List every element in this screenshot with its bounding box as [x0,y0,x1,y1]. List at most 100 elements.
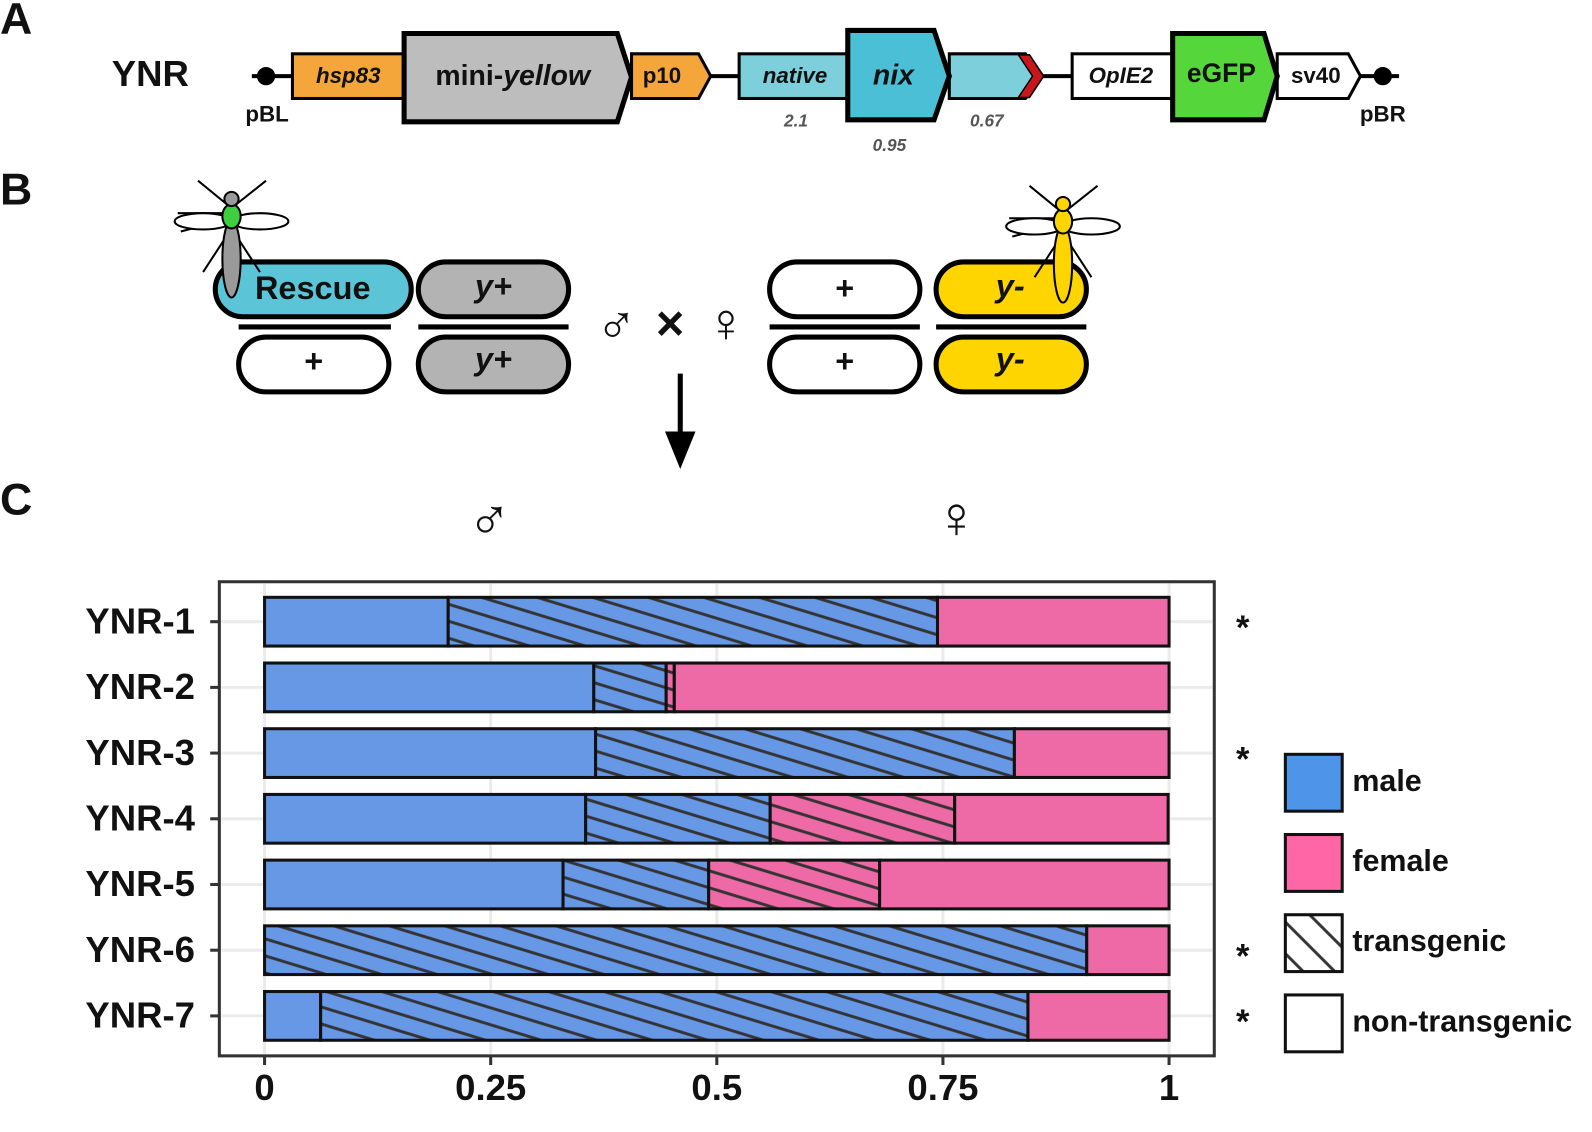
bar-segment [319,990,1030,1042]
legend-label: female [1352,844,1448,878]
allele-label: y+ [473,341,512,377]
bar-segment [446,595,940,648]
bar-segment [263,858,565,911]
annotation: * [1236,1003,1250,1041]
element [1070,52,1176,101]
allele-label: y+ [473,268,512,304]
element-label: hsp83 [316,63,381,88]
construct: YNR pBL pBR hsp83 mini-yellow p10 native… [112,27,1406,155]
allele-label: y- [994,341,1025,377]
allele-label: + [835,343,854,379]
end-label: pBR [1360,102,1406,127]
bar-segment [263,595,450,648]
chromosome [236,334,392,395]
legend-swatch [1283,833,1344,893]
bar-segment [953,792,1170,845]
annotation: * [1236,937,1250,975]
length-label: 2.1 [783,110,808,130]
chromosome [767,259,923,320]
element-label-part: yellow [501,60,592,92]
legend-swatch [1283,993,1344,1054]
arrow-head [665,431,696,470]
y-tick-label: YNR-4 [85,797,195,838]
element [1016,54,1045,99]
annotation: * [1236,609,1250,647]
y-tick-label: YNR-1 [85,600,195,641]
y-tick-label: YNR-6 [85,929,195,970]
bar-segment [1085,924,1171,977]
element-label: eGFP [1187,58,1256,88]
legend-swatch [1283,752,1344,813]
bar-segment [592,661,668,714]
legend-label: non-transgenic [1352,1004,1572,1038]
cross: Rescue y+ + y+ + y- + y- ♂ × ♀ [173,179,1121,470]
y-tick-label: YNR-7 [85,995,195,1036]
legend-swatch [1283,913,1344,974]
x-tick-label: 0.25 [455,1067,526,1108]
y-tick-label: YNR-3 [85,732,195,773]
panel-label: A [0,0,32,44]
column-header: ♂ [467,485,511,550]
allele-label: Rescue [255,270,371,306]
y-tick-label: YNR-5 [85,863,195,904]
chromosome [933,259,1089,320]
element [845,27,952,123]
bar-segment [707,858,882,911]
bar-segment [263,990,323,1042]
element-label: sv40 [1291,63,1341,88]
panel-label: B [0,166,32,215]
x-tick-label: 1 [1159,1067,1179,1108]
element-label: p10 [643,63,681,88]
element-label: nix [873,60,915,92]
chromosome [212,259,414,320]
end-label: pBL [245,102,288,127]
element-label-part: mini- [435,60,503,92]
chromosome [933,334,1089,395]
column-header: ♀ [934,485,978,550]
length-label: 0.67 [970,110,1005,130]
cross-symbol: × [656,297,684,351]
allele-label: + [835,270,854,306]
bar-segment [263,924,1089,977]
sex-symbol: ♂ [596,291,637,353]
mosquito-icon [1005,184,1121,304]
x-tick-label: 0 [254,1067,274,1108]
element [737,52,850,101]
end-marker [1373,67,1392,86]
chromosome [767,334,923,395]
bar-segment [263,792,588,845]
x-tick-label: 0.5 [691,1067,742,1108]
bar-segment [1012,727,1171,779]
bar-segment [878,858,1171,911]
element [1275,52,1363,101]
element-label: mini-yellow [435,60,592,92]
bar-segment [584,792,772,845]
legend-label: transgenic [1352,924,1506,958]
bar-segment [672,661,1171,714]
allele-label: y- [994,268,1025,304]
y-tick-label: YNR-2 [85,666,195,707]
x-tick-label: 0.75 [907,1067,978,1108]
length-label: 0.95 [873,135,907,155]
bar-segment [263,727,598,779]
panel-label: C [0,475,32,524]
end-marker [256,67,276,86]
legend-label: male [1352,764,1421,798]
bar-segment [561,858,711,911]
mosquito-icon [173,179,290,299]
bar-segment [1026,990,1171,1042]
bar-segment [594,727,1016,779]
element-label: OpIE2 [1089,63,1154,88]
construct-name: YNR [112,53,189,94]
element [401,30,635,125]
sex-symbol: ♀ [705,291,746,353]
element [1170,30,1280,123]
bar-segment [768,792,957,845]
element-label: native [763,63,828,88]
bar-segment [263,661,596,714]
chromosome [415,334,572,395]
annotation: * [1236,740,1250,778]
chromosome [415,259,572,320]
allele-label: + [304,343,323,379]
